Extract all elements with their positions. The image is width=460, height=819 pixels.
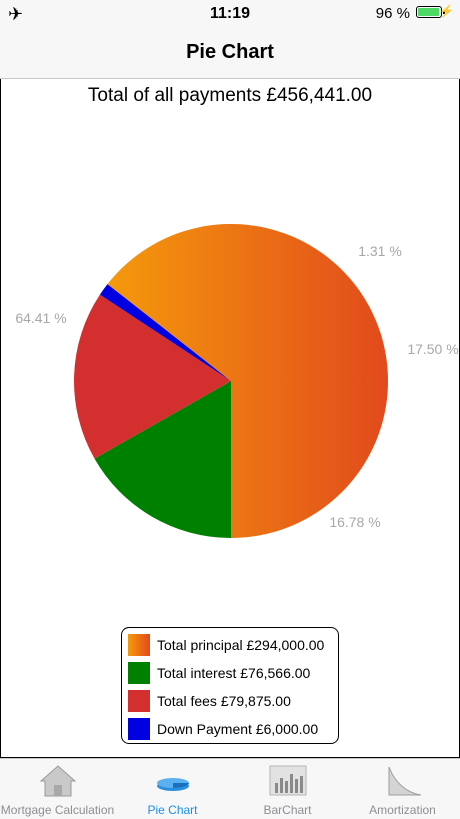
pie-slice-down-payment [99, 284, 231, 381]
legend-label-interest: Total interest £76,566.00 [157, 665, 311, 681]
status-bar: ✈ 11:19 96 % ⚡ [0, 0, 460, 28]
pie-percent-label-principal: 64.41 % [15, 310, 66, 326]
airplane-mode-icon: ✈ [8, 4, 24, 24]
legend-swatch-fees [128, 690, 150, 712]
tab-amortization[interactable]: Amortization [345, 759, 460, 819]
chart-title: Total of all payments £456,441.00 [87, 85, 373, 106]
legend-label-fees: Total fees £79,875.00 [157, 693, 291, 709]
tab-label-barchart: BarChart [263, 803, 312, 817]
legend-swatch-principal [128, 634, 150, 656]
pie-percent-label-interest: 16.78 % [329, 514, 380, 530]
legend-label-principal: Total principal £294,000.00 [157, 637, 325, 653]
tab-label-amortization: Amortization [369, 803, 436, 817]
pie-percent-label-down-payment: 1.31 % [358, 243, 402, 259]
legend-swatch-down-payment [128, 718, 150, 740]
pie-percent-label-fees: 17.50 % [407, 341, 458, 357]
bar-chart-icon [269, 765, 306, 796]
legend-label-down-payment: Down Payment £6,000.00 [157, 721, 319, 737]
amortization-icon [388, 766, 421, 796]
tab-bar: Mortgage Calculation Pie Chart BarChart … [0, 758, 460, 819]
pie-slice-fees [73, 294, 232, 459]
page-title: Pie Chart [186, 41, 274, 63]
navigation-bar: Pie Chart [0, 28, 460, 79]
battery-icon [416, 6, 445, 18]
pie-slice-interest [94, 381, 231, 539]
house-icon [39, 765, 76, 797]
charging-icon: ⚡ [439, 4, 454, 18]
tab-pie-chart[interactable]: Pie Chart [115, 759, 230, 819]
tab-label-pie-chart: Pie Chart [147, 803, 198, 817]
pie-slice-principal [107, 224, 388, 538]
battery-percentage: 96 % [375, 5, 410, 22]
pie-chart-icon [156, 778, 189, 791]
status-time: 11:19 [209, 5, 251, 22]
chart-legend: Total principal £294,000.00 Total intere… [121, 627, 339, 744]
legend-swatch-interest [128, 662, 150, 684]
tab-label-mortgage-calculation: Mortgage Calculation [0, 803, 115, 817]
tab-mortgage-calculation[interactable]: Mortgage Calculation [0, 759, 115, 819]
tab-barchart[interactable]: BarChart [230, 759, 345, 819]
